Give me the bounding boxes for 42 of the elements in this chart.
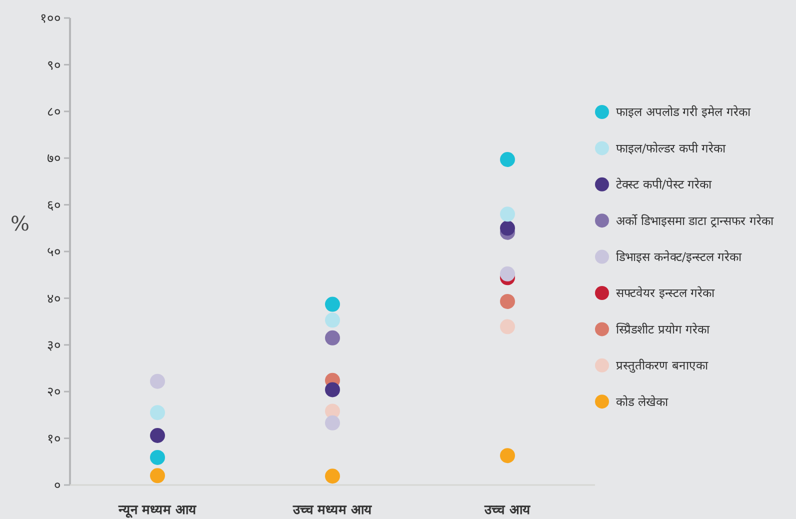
legend-label: टेक्स्ट कपी/पेस्ट गरेका (616, 178, 713, 192)
legend-label: अर्को डिभाइसमा डाटा ट्रान्सफर गरेका (616, 214, 774, 228)
point (150, 468, 165, 484)
point (500, 152, 515, 167)
point (150, 428, 165, 443)
point (150, 374, 165, 389)
legend-label: सफ्टवेयर इन्स्टल गरेका (616, 286, 716, 300)
y-tick-label: ७० (47, 152, 61, 167)
y-tick-label: ६० (47, 198, 61, 214)
point (150, 405, 165, 420)
y-axis-title: % (10, 211, 30, 236)
y-tick-label: ३० (47, 338, 61, 354)
y-tick-label: ४० (47, 292, 61, 307)
point (325, 415, 340, 430)
y-tick-label: २० (47, 385, 61, 400)
x-tick-label: न्यून मध्यम आय (117, 503, 197, 518)
point (325, 296, 340, 312)
point (500, 294, 515, 309)
point (150, 450, 165, 465)
point (325, 312, 340, 328)
point (500, 448, 515, 464)
y-tick-label: ८० (47, 104, 61, 120)
y-tick-label: ५० (47, 245, 61, 260)
legend-label: स्प्रिेडशीट प्रयोग गरेका (616, 322, 711, 336)
legend-label: कोड लेखेका (616, 394, 669, 409)
point (500, 206, 515, 222)
legend-label: फाइल/फोल्डर कपी गरेका (616, 141, 727, 156)
point (500, 220, 515, 236)
y-tick-label: १० (47, 432, 61, 447)
x-tick-label: उच्च आय (484, 503, 530, 518)
point (500, 319, 515, 334)
y-tick-label: ९० (47, 58, 61, 74)
point (325, 330, 340, 346)
point (325, 382, 340, 398)
y-tick-label: ० (54, 478, 61, 494)
x-tick-label: उच्च मध्यम आय (292, 503, 372, 518)
legend-label: फाइल अपलोड गरी इमेल गरेका (616, 105, 752, 120)
legend-label: डिभाइस कनेक्ट/इन्स्टल गरेका (616, 250, 743, 264)
point (325, 468, 340, 484)
y-tick-label: १०० (40, 12, 61, 27)
legend-label: प्रस्तुतीकरण बनाएका (616, 358, 709, 374)
point (500, 266, 515, 282)
